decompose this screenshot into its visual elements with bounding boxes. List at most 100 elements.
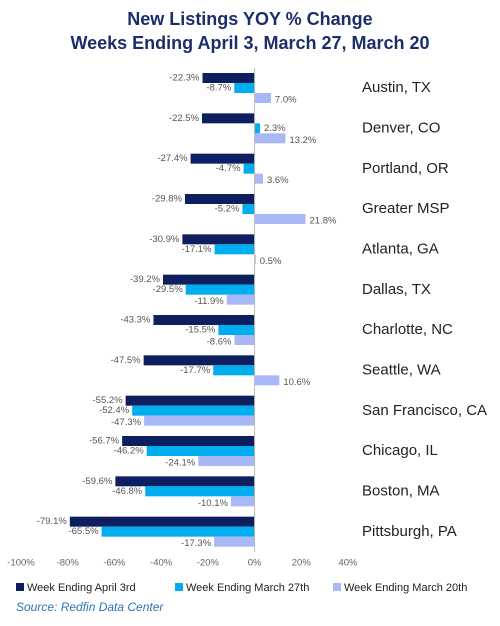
bar	[163, 274, 255, 285]
value-label: -4.7%	[216, 163, 241, 174]
bar	[198, 456, 255, 466]
bar	[254, 123, 260, 134]
category-label: Chicago, IL	[362, 442, 438, 459]
legend-swatch	[175, 583, 183, 591]
bar	[153, 315, 255, 325]
bar	[69, 516, 255, 527]
category-label: Austin, TX	[362, 79, 431, 96]
bar	[234, 83, 255, 93]
bar	[214, 244, 255, 255]
bar	[254, 133, 286, 144]
category-label: Pittsburgh, PA	[362, 523, 457, 540]
category-label: Atlanta, GA	[362, 240, 439, 257]
value-label: -8.7%	[206, 83, 231, 94]
value-label: 7.0%	[275, 95, 297, 106]
bar	[185, 284, 255, 295]
bar	[234, 335, 255, 345]
value-label: -65.5%	[68, 526, 99, 537]
category-label: Denver, CO	[362, 119, 440, 136]
value-label: 21.8%	[309, 216, 336, 227]
value-label: -55.2%	[93, 395, 124, 406]
bar	[143, 355, 255, 366]
value-label: -30.9%	[149, 234, 180, 245]
category-label: Charlotte, NC	[362, 321, 453, 338]
bar	[190, 153, 255, 164]
x-tick-label: -20%	[197, 558, 220, 569]
bar	[214, 536, 255, 547]
bar	[230, 496, 255, 507]
value-label: -24.1%	[165, 458, 196, 469]
bar	[243, 163, 255, 174]
category-label: Dallas, TX	[362, 281, 431, 298]
value-label: -59.6%	[82, 476, 113, 487]
value-label: -15.5%	[185, 325, 216, 336]
value-label: -39.2%	[130, 274, 161, 285]
bar	[202, 113, 255, 124]
bar	[254, 254, 256, 265]
legend-swatch	[333, 583, 341, 591]
value-label: -52.4%	[99, 405, 130, 416]
value-label: 13.2%	[289, 135, 316, 146]
source-note: Source: Redfin Data Center	[16, 600, 164, 614]
value-label: -43.3%	[120, 315, 151, 326]
legend-label: Week Ending March 27th	[186, 582, 309, 594]
x-tick-label: 0%	[248, 558, 262, 569]
value-label: -46.2%	[114, 446, 145, 457]
value-label: -8.6%	[207, 337, 232, 348]
value-label: -29.8%	[152, 194, 183, 205]
bar	[146, 446, 255, 456]
bar	[144, 415, 255, 426]
category-label: Boston, MA	[362, 482, 440, 499]
bar	[254, 93, 271, 103]
bar	[254, 375, 280, 386]
x-tick-label: -80%	[57, 558, 80, 569]
category-label: Portland, OR	[362, 160, 449, 177]
bar	[122, 436, 255, 446]
value-label: -47.3%	[111, 417, 142, 428]
value-label: -17.1%	[182, 244, 213, 255]
value-label: -46.8%	[112, 486, 143, 497]
category-label: Seattle, WA	[362, 361, 441, 378]
bar	[115, 476, 255, 487]
legend-swatch	[16, 583, 24, 591]
bar	[254, 173, 263, 184]
value-label: -22.5%	[169, 113, 200, 124]
bar	[218, 325, 255, 335]
x-tick-label: 40%	[338, 558, 358, 569]
value-label: 10.6%	[283, 377, 310, 388]
bar	[226, 294, 255, 305]
value-label: -56.7%	[89, 436, 120, 447]
chart-subtitle: Weeks Ending April 3, March 27, March 20	[70, 33, 429, 53]
bar	[182, 234, 255, 245]
bar	[213, 365, 255, 376]
value-label: -5.2%	[215, 204, 240, 215]
value-label: -22.3%	[169, 73, 200, 84]
value-label: -10.1%	[198, 498, 229, 509]
bar	[202, 73, 255, 83]
x-tick-label: -60%	[103, 558, 126, 569]
legend-label: Week Ending March 20th	[344, 582, 467, 594]
value-label: 2.3%	[264, 123, 286, 134]
bar	[101, 526, 255, 537]
value-label: -47.5%	[111, 355, 142, 366]
x-tick-label: -40%	[150, 558, 173, 569]
chart-title: New Listings YOY % Change	[127, 9, 372, 29]
x-tick-label: -100%	[7, 558, 35, 569]
value-label: -11.9%	[194, 296, 224, 307]
value-label: -17.3%	[181, 538, 212, 549]
bar	[184, 194, 255, 204]
category-label: San Francisco, CA	[362, 402, 487, 419]
x-tick-label: 20%	[292, 558, 312, 569]
value-label: 0.5%	[260, 256, 282, 267]
bar	[132, 405, 255, 416]
legend-label: Week Ending April 3rd	[27, 582, 136, 594]
value-label: -17.7%	[180, 365, 211, 376]
category-label: Greater MSP	[362, 200, 450, 217]
bar	[125, 395, 255, 406]
value-label: -79.1%	[37, 516, 68, 527]
bar	[145, 486, 255, 497]
value-label: -27.4%	[157, 153, 188, 164]
value-label: -29.5%	[153, 284, 184, 295]
bar	[254, 214, 306, 224]
